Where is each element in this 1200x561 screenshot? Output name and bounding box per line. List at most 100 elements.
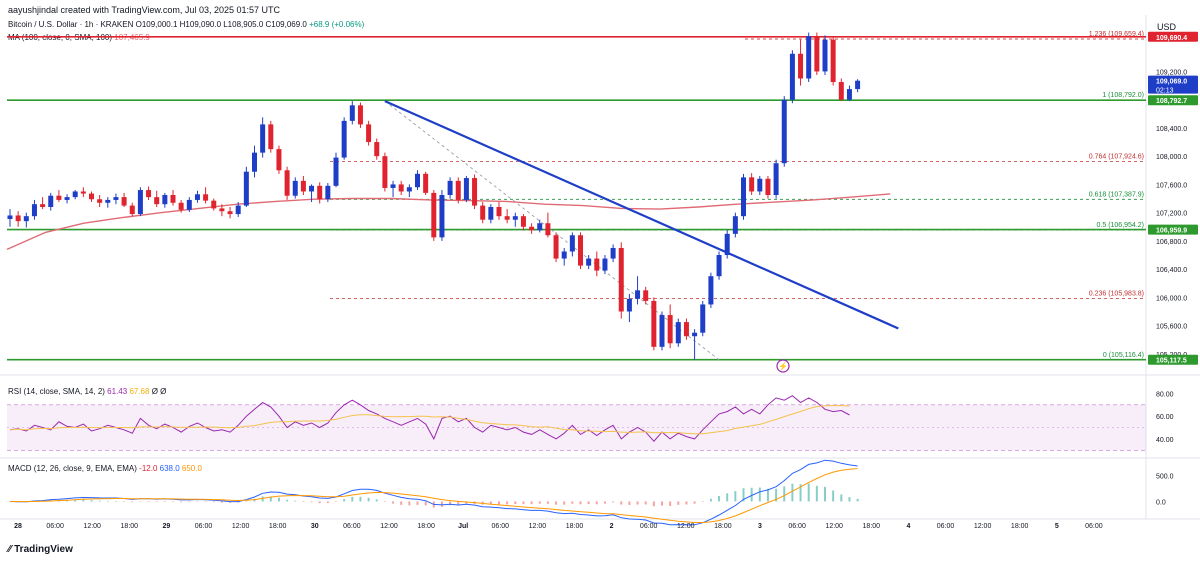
macd-histogram-bar <box>245 500 248 502</box>
candle-body <box>219 208 225 212</box>
candle-body <box>431 192 437 238</box>
candle-body <box>317 185 323 200</box>
macd-histogram-bar <box>212 501 215 503</box>
candle-body <box>537 223 543 231</box>
macd-histogram-bar <box>530 501 533 505</box>
y-tick-label: 106,800.0 <box>1156 239 1187 246</box>
macd-histogram-bar <box>775 488 778 502</box>
macd-histogram-bar <box>546 501 549 504</box>
candle-body <box>455 180 461 200</box>
macd-histogram-bar <box>375 499 378 502</box>
candle-body <box>300 180 306 192</box>
x-tick-label: 06:00 <box>343 523 361 530</box>
x-tick-label: 06:00 <box>1085 523 1103 530</box>
macd-histogram-bar <box>628 501 631 505</box>
candle-body <box>765 178 771 195</box>
macd-histogram-bar <box>196 501 199 502</box>
price-tag-label: 105,117.5 <box>1156 358 1187 365</box>
macd-histogram-bar <box>685 501 688 505</box>
candle-body <box>325 185 331 200</box>
macd-histogram-bar <box>701 501 704 502</box>
macd-histogram-bar <box>555 501 558 505</box>
macd-histogram-bar <box>277 497 280 502</box>
x-tick-label: 12:00 <box>232 523 250 530</box>
rsi-tick-label: 80.00 <box>1156 391 1174 398</box>
macd-histogram-bar <box>82 499 85 502</box>
macd-histogram-bar <box>587 501 590 505</box>
candle-body <box>40 204 46 208</box>
x-tick-label: 18:00 <box>121 523 139 530</box>
candle-body <box>170 195 176 203</box>
macd-histogram-bar <box>677 501 680 505</box>
candle-body <box>105 199 111 203</box>
rsi-line <box>9 395 850 442</box>
macd-histogram-bar <box>74 499 77 502</box>
x-tick-label: 29 <box>163 523 171 530</box>
macd-tick-label: 500.0 <box>1156 474 1174 481</box>
candle-body <box>610 247 616 259</box>
rsi-tick-label: 40.00 <box>1156 437 1174 444</box>
symbol-title: Bitcoin / U.S. Dollar · 1h · KRAKEN <box>8 20 134 29</box>
candle-body <box>578 235 583 266</box>
macd-histogram-bar <box>718 495 721 502</box>
footer-brand[interactable]: ⁄⁄ TradingView <box>8 544 73 555</box>
macd-histogram-bar <box>106 500 109 502</box>
candle-body <box>194 194 200 200</box>
candle-body <box>855 80 861 90</box>
rsi-legend-label: RSI (14, close, SMA, 14, 2) <box>8 387 105 396</box>
x-tick-label: 06:00 <box>937 523 955 530</box>
macd-histogram-bar <box>392 501 395 504</box>
footer-brand-label: TradingView <box>14 544 73 555</box>
macd-histogram-bar <box>652 501 655 507</box>
macd-histogram-bar <box>465 501 468 504</box>
y-tick-label: 106,000.0 <box>1156 295 1187 302</box>
candle-body <box>56 195 62 200</box>
macd-histogram-bar <box>139 501 142 502</box>
candle-body <box>496 207 502 217</box>
macd-histogram-bar <box>302 501 305 502</box>
x-tick-label: 12:00 <box>529 523 547 530</box>
price-tag <box>1148 224 1198 235</box>
candle-body <box>716 255 722 277</box>
x-tick-label: 12:00 <box>974 523 992 530</box>
macd-histogram-bar <box>489 501 492 505</box>
price-tag <box>1148 75 1198 94</box>
candle-body <box>146 190 152 198</box>
candle-body <box>23 216 29 222</box>
macd-histogram-bar <box>335 501 337 502</box>
macd-histogram-bar <box>840 494 843 502</box>
x-tick-label: 18:00 <box>863 523 881 530</box>
ohlc-values: O109,000.1 H109,090.0 L108,905.0 C109,06… <box>135 20 307 29</box>
candle-body <box>651 300 657 347</box>
candle-body <box>7 215 13 220</box>
macd-histogram-bar <box>253 498 256 502</box>
candle-body <box>374 142 380 157</box>
macd-histogram-bar <box>90 500 93 502</box>
macd-histogram-bar <box>815 485 818 502</box>
price-tag-countdown: 02:13 <box>1156 88 1174 95</box>
macd-histogram-bar <box>734 491 737 502</box>
candle-body <box>569 235 575 252</box>
candle-body <box>659 315 665 347</box>
price-tag <box>1148 95 1198 106</box>
macd-histogram-bar <box>457 501 460 505</box>
candle-body <box>366 124 372 143</box>
candle-body <box>89 193 94 200</box>
macd-histogram-bar <box>758 487 761 502</box>
candle-body <box>211 200 217 209</box>
macd-histogram-bar <box>498 501 500 505</box>
macd-histogram-bar <box>351 496 354 502</box>
macd-histogram-bar <box>188 501 191 503</box>
replay-icon-glyph: ⚡ <box>778 361 788 371</box>
candle-body <box>154 197 160 205</box>
candle-body <box>798 53 804 79</box>
candle-body <box>97 199 103 203</box>
candle-body <box>463 178 469 200</box>
macd-histogram-bar <box>726 493 729 502</box>
macd-histogram-bar <box>229 501 232 503</box>
candle-body <box>349 105 355 121</box>
candle-body <box>724 233 730 256</box>
candle-body <box>700 304 706 333</box>
price-tag-label: 109,690.4 <box>1156 35 1187 42</box>
